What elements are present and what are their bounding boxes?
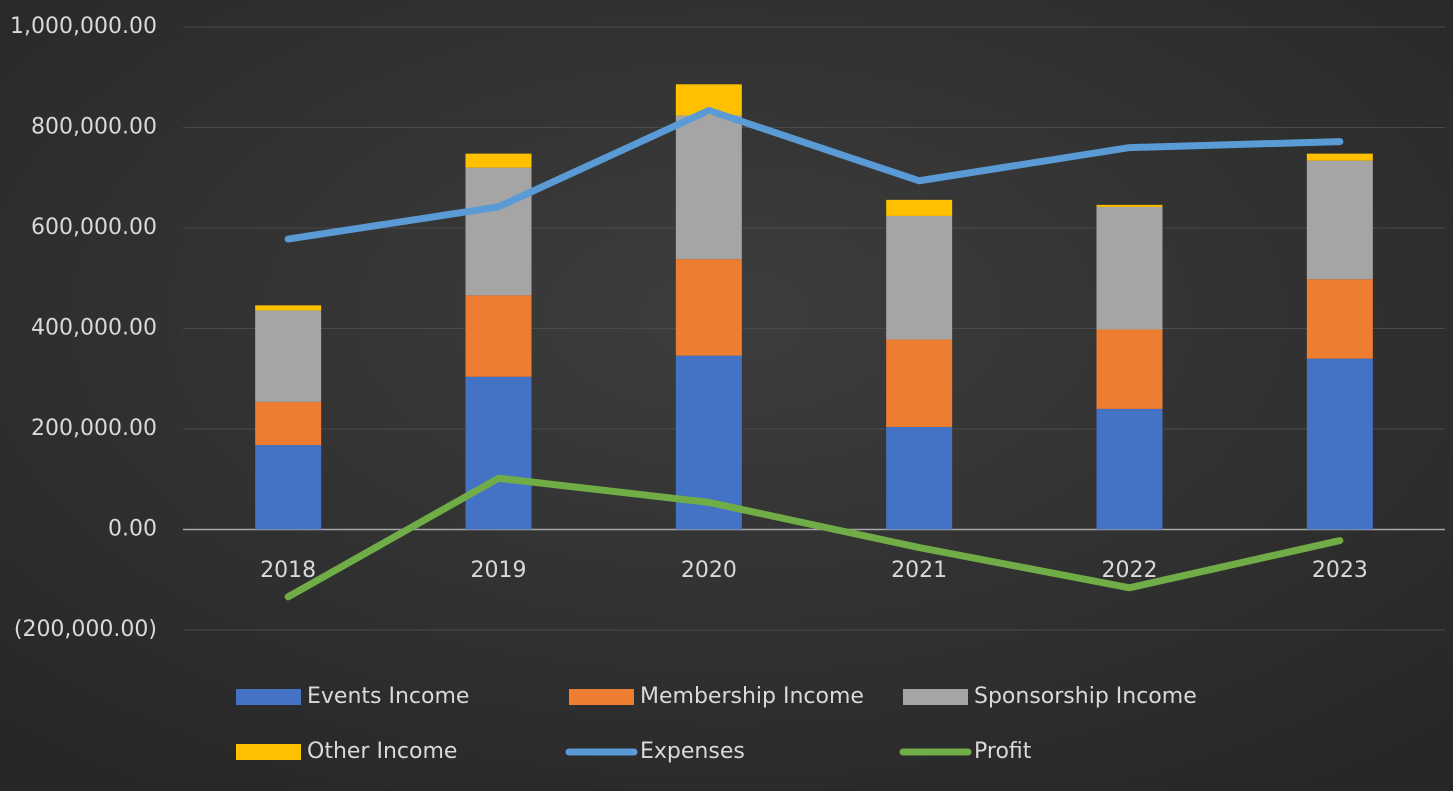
- legend-swatch: [569, 689, 634, 705]
- bar-segment: [255, 445, 322, 530]
- legend-label: Other Income: [307, 739, 457, 764]
- bar-segment: [1096, 204, 1163, 207]
- line-series: [284, 474, 1344, 601]
- legend-label: Membership Income: [640, 684, 864, 709]
- bar-segment: [886, 199, 953, 216]
- x-tick-label: 2019: [471, 558, 527, 583]
- y-tick-label: 600,000.00: [31, 215, 157, 240]
- x-tick-label: 2022: [1102, 558, 1158, 583]
- y-tick-label: 400,000.00: [31, 316, 157, 341]
- legend-swatch: [903, 689, 968, 705]
- y-tick-label: (200,000.00): [14, 617, 157, 642]
- bar-segment: [886, 426, 953, 530]
- bar-segment: [1096, 408, 1163, 530]
- bar-segment: [1306, 279, 1373, 359]
- y-tick-label: 200,000.00: [31, 416, 157, 441]
- bar-segment: [465, 153, 532, 168]
- x-tick-label: 2020: [681, 558, 737, 583]
- bar-segment: [1096, 329, 1163, 409]
- legend-label: Sponsorship Income: [974, 684, 1197, 709]
- bar-segment: [1306, 160, 1373, 280]
- bar-segment: [465, 167, 532, 296]
- legend-label: Expenses: [640, 739, 745, 764]
- bar-segment: [255, 401, 322, 446]
- legend-swatch: [236, 689, 301, 705]
- x-tick-label: 2023: [1312, 558, 1368, 583]
- bar-segment: [255, 310, 322, 402]
- y-tick-label: 0.00: [108, 517, 157, 542]
- bar-segment: [465, 295, 532, 377]
- bar-segment: [1306, 358, 1373, 530]
- bar-segment: [675, 259, 742, 356]
- bar-segment: [465, 376, 532, 530]
- bar-segment: [675, 115, 742, 260]
- legend-swatch: [236, 744, 301, 760]
- y-tick-label: 1,000,000.00: [10, 14, 157, 39]
- y-tick-label: 800,000.00: [31, 115, 157, 140]
- bar-segment: [886, 215, 953, 340]
- legend-label: Events Income: [307, 684, 469, 709]
- line-series: [284, 106, 1344, 243]
- bar-segment: [255, 305, 322, 311]
- bar-segment: [886, 339, 953, 427]
- x-tick-label: 2018: [260, 558, 316, 583]
- bar-segment: [1096, 206, 1163, 330]
- x-tick-label: 2021: [891, 558, 947, 583]
- legend-label: Profit: [974, 739, 1032, 764]
- bar-segment: [1306, 153, 1373, 161]
